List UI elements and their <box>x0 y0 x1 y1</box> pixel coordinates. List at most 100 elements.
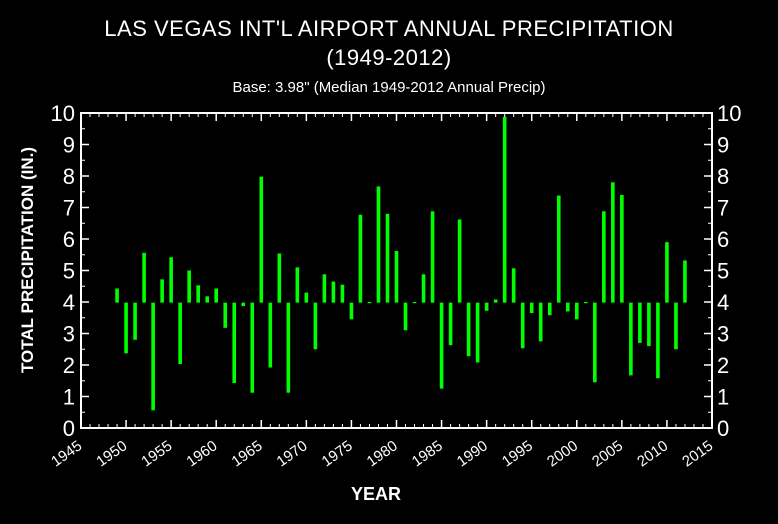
bar-1978 <box>376 186 381 303</box>
x-tick-label: 1980 <box>364 437 401 470</box>
bar-1970 <box>304 292 309 303</box>
bar-2007 <box>638 302 642 343</box>
x-tick-label: 1945 <box>48 437 85 470</box>
y-tick-label-left: 1 <box>63 385 75 410</box>
bar-1952 <box>142 252 146 303</box>
y-tick-label-right: 8 <box>717 164 729 189</box>
bar-1977 <box>367 302 372 304</box>
y-tick-label-left: 5 <box>63 259 75 284</box>
bar-1973 <box>331 281 336 303</box>
x-tick-label: 1990 <box>454 437 491 470</box>
bar-2000 <box>574 302 579 320</box>
bar-1969 <box>295 267 300 303</box>
bar-1962 <box>232 302 237 383</box>
bar-1995 <box>529 302 534 314</box>
bar-1972 <box>322 274 327 303</box>
y-tick-label-left: 10 <box>51 101 75 126</box>
bar-2003 <box>602 211 606 303</box>
y-tick-label-left: 0 <box>63 416 75 441</box>
chart-title-line2: (1949-2012) <box>326 45 452 70</box>
bar-1957 <box>187 270 191 303</box>
bar-1993 <box>511 268 516 303</box>
chart-subtitle: Base: 3.98" (Median 1949-2012 Annual Pre… <box>232 79 546 96</box>
bar-1968 <box>286 302 291 393</box>
x-axis-label: YEAR <box>351 484 401 504</box>
chart-title: LAS VEGAS INT'L AIRPORT ANNUAL PRECIPITA… <box>104 16 674 41</box>
bar-1990 <box>484 302 489 311</box>
y-tick-label-right: 2 <box>717 353 729 378</box>
bar-2009 <box>656 302 660 379</box>
y-tick-label-left: 8 <box>63 164 75 189</box>
bar-2010 <box>665 242 669 303</box>
bar-1967 <box>277 253 282 303</box>
bar-1996 <box>538 302 543 342</box>
bar-1974 <box>340 284 345 303</box>
bar-1991 <box>493 299 498 303</box>
bar-2001 <box>584 302 588 304</box>
y-tick-label-right: 1 <box>717 385 729 410</box>
bar-2006 <box>629 302 633 376</box>
x-tick-label: 1995 <box>499 437 536 470</box>
bar-1983 <box>421 274 426 303</box>
y-tick-label-right: 7 <box>717 196 729 221</box>
bar-1985 <box>439 302 444 389</box>
bar-1971 <box>313 302 318 350</box>
x-tick-label: 2000 <box>544 437 581 470</box>
bar-1980 <box>394 250 399 303</box>
bar-1997 <box>547 302 552 316</box>
bar-1999 <box>565 302 570 312</box>
bar-1981 <box>403 302 408 331</box>
y-tick-label-right: 9 <box>717 133 729 158</box>
y-tick-label-left: 3 <box>63 322 75 347</box>
x-tick-label: 1975 <box>319 437 356 470</box>
bar-2002 <box>593 302 597 383</box>
y-tick-label-right: 0 <box>717 416 729 441</box>
bar-1961 <box>223 302 228 328</box>
x-tick-label: 1955 <box>138 437 175 470</box>
bar-1976 <box>358 214 363 303</box>
bar-1958 <box>196 285 200 303</box>
bar-1984 <box>430 211 435 303</box>
bar-1955 <box>169 257 173 303</box>
bar-1966 <box>268 302 273 368</box>
bar-2008 <box>647 302 651 347</box>
x-tick-label: 2005 <box>589 437 626 470</box>
y-tick-label-left: 6 <box>63 227 75 252</box>
x-tick-label: 1960 <box>183 437 220 470</box>
bars-group <box>115 116 687 411</box>
y-tick-label-left: 2 <box>63 353 75 378</box>
bar-1964 <box>250 302 255 393</box>
bar-1994 <box>520 302 525 349</box>
bar-1982 <box>412 302 417 304</box>
bar-1975 <box>349 302 354 320</box>
bar-1956 <box>178 302 182 365</box>
bar-2012 <box>683 260 687 303</box>
y-tick-label-right: 10 <box>717 101 741 126</box>
y-tick-label-right: 3 <box>717 322 729 347</box>
x-tick-label: 1970 <box>274 437 311 470</box>
y-tick-label-right: 6 <box>717 227 729 252</box>
bar-1960 <box>214 288 219 303</box>
bar-2005 <box>620 194 624 303</box>
bar-1950 <box>124 302 128 354</box>
y-tick-label-right: 5 <box>717 259 729 284</box>
x-tick-label: 1965 <box>228 437 265 470</box>
y-tick-label-left: 4 <box>63 290 75 315</box>
bar-1959 <box>205 296 209 303</box>
x-tick-label: 1950 <box>93 437 130 470</box>
bar-2004 <box>611 182 615 303</box>
bar-1965 <box>259 176 264 303</box>
bar-1986 <box>448 302 453 346</box>
bar-2011 <box>674 302 678 350</box>
bar-1988 <box>466 302 471 357</box>
y-tick-label-right: 4 <box>717 290 729 315</box>
bar-1992 <box>502 116 507 303</box>
bar-1989 <box>475 302 480 363</box>
bar-1987 <box>457 219 462 303</box>
bar-1953 <box>151 302 155 411</box>
y-tick-label-left: 7 <box>63 196 75 221</box>
bar-1951 <box>133 302 137 340</box>
bar-1954 <box>160 279 164 303</box>
y-tick-label-left: 9 <box>63 133 75 158</box>
